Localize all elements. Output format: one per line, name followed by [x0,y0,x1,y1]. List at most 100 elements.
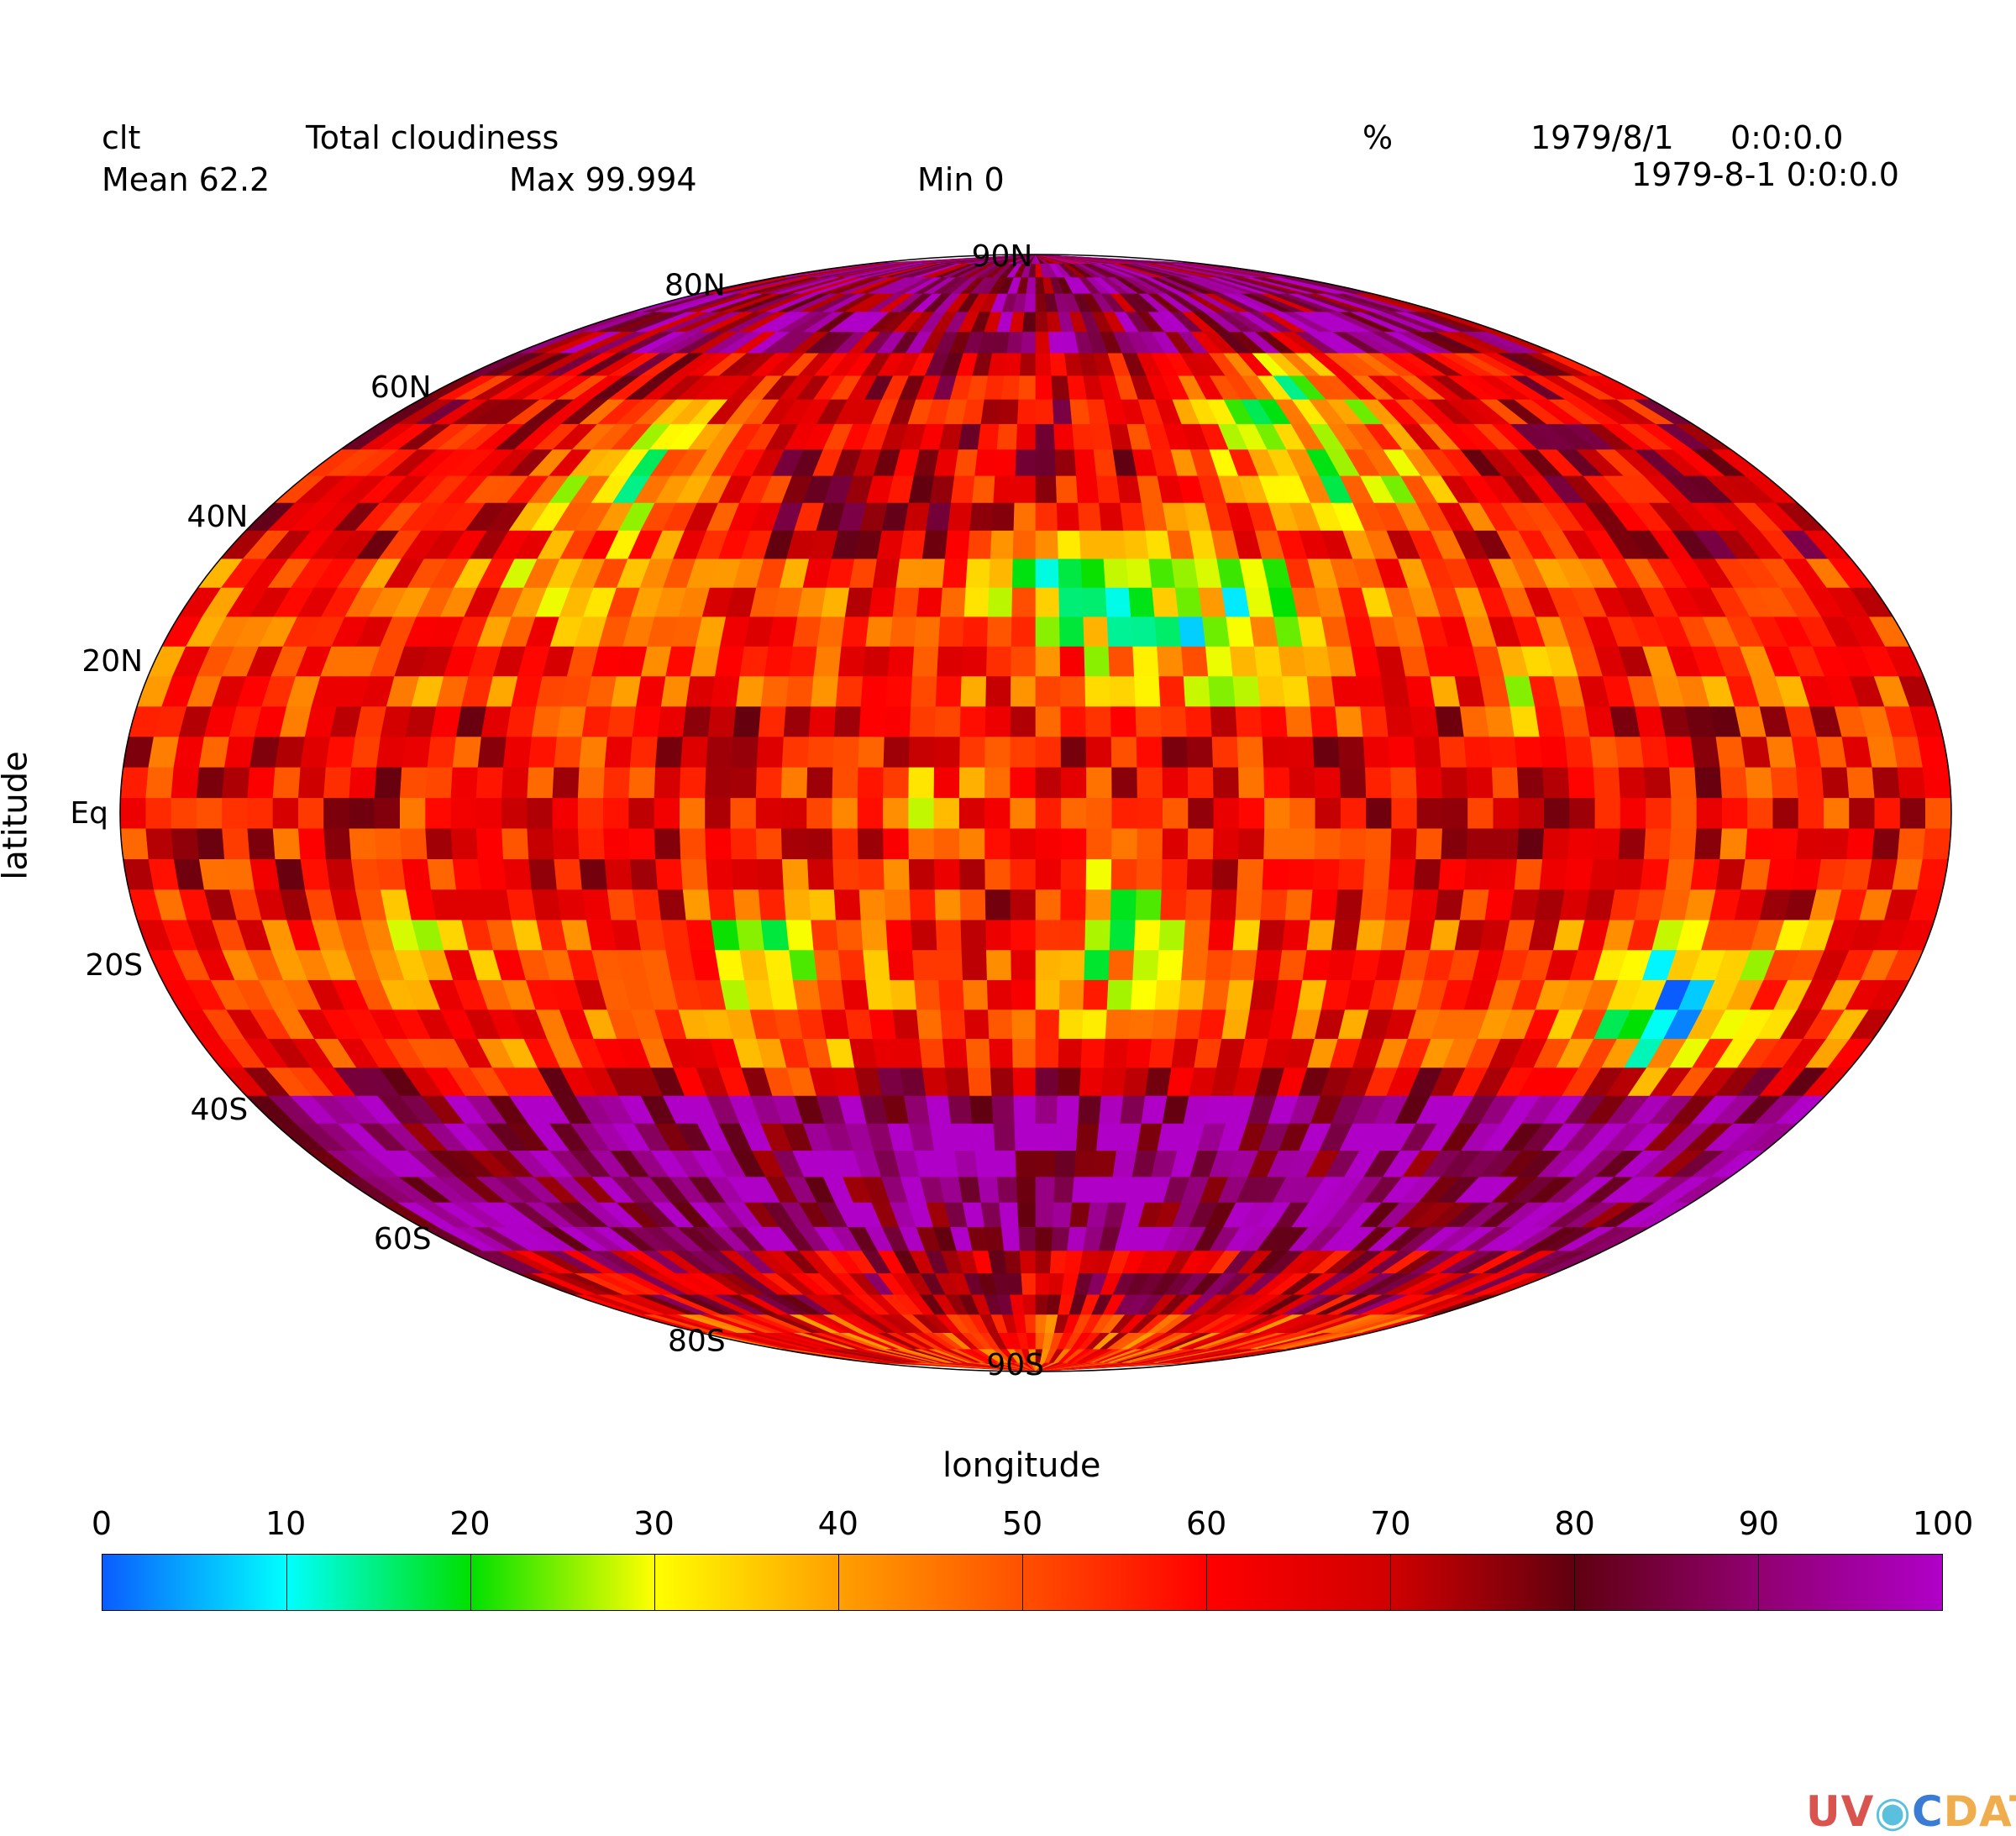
grid-cell [911,675,937,707]
grid-cell [967,530,993,559]
grid-cell [1035,352,1053,376]
grid-cell [1849,797,1876,829]
mollweide-map: 80N 60N 40N 20N Eq 20S 40S 60S 80S 90S 90N [70,239,1952,1382]
grid-cell [985,919,1011,951]
grid-cell [933,827,960,860]
grid-cell [1747,797,1773,829]
grid-cell [858,889,887,921]
grid-cell [1108,949,1135,980]
grid-cell [120,766,150,799]
grid-cell [655,736,684,768]
grid-cell [1109,675,1137,707]
colorbar-tick-label: 50 [1001,1505,1043,1542]
grid-cell [632,889,662,921]
grid-cell [706,736,734,768]
grid-cell [1035,646,1061,677]
grid-cell [1163,797,1189,829]
grid-cell [1509,706,1541,737]
grid-cell [1086,797,1113,829]
grid-cell [1083,979,1110,1010]
grid-cell [1198,587,1227,617]
grid-cell [1715,858,1746,890]
grid-cell [1593,766,1621,799]
grid-cell [679,797,706,829]
lat-tick-label: 20S [85,948,143,983]
grid-cell [1413,858,1442,890]
grid-cell [1171,558,1200,588]
variable-long-name: Total cloudiness [306,119,559,156]
grid-cell [399,766,428,799]
grid-cell [1302,949,1332,980]
grid-cell [1021,331,1037,354]
grid-cell [960,919,987,951]
grid-cell [780,827,808,860]
grid-cell [1384,889,1415,921]
grid-cell [1096,1123,1121,1151]
grid-cell [1488,858,1518,890]
grid-cell [1016,423,1037,450]
grid-cell [1618,827,1646,860]
grid-cell [1335,889,1364,921]
grid-cell [1018,1226,1037,1251]
grid-cell [247,827,276,860]
grid-cell [892,1009,920,1039]
grid-cell [1516,827,1545,860]
grid-cell [1466,827,1494,860]
grid-cell [807,736,835,768]
grid-cell [908,827,935,860]
grid-cell [604,858,633,890]
grid-cell [603,766,631,799]
grid-cell [985,646,1012,677]
grid-cell [1484,706,1515,737]
grid-cell [1010,706,1037,737]
grid-cell [756,736,785,768]
grid-cell [1235,889,1263,921]
grid-cell [895,1038,923,1068]
grid-cell [1110,889,1137,921]
grid-cell [872,1038,900,1068]
grid-cell [1016,1176,1037,1203]
grid-cell [833,706,862,737]
top-lat-label: 90N [972,239,1033,274]
grid-cell [480,706,512,737]
grid-cell [1491,827,1520,860]
grid-cell [1024,1314,1037,1333]
grid-cell [926,1095,952,1124]
grid-cell [1310,706,1339,737]
grid-cell [1435,889,1465,921]
grid-cell [1925,797,1951,829]
grid-cell [1791,736,1822,768]
grid-cell [1100,1067,1127,1096]
grid-cell [1339,766,1367,799]
grid-cell [402,736,432,768]
grid-cell [715,646,745,677]
grid-cell [1103,558,1130,588]
grid-cell [705,766,732,799]
grid-cell [1014,1123,1037,1151]
grid-cell [1158,675,1186,707]
grid-cell [1278,646,1308,677]
grid-cell [1011,616,1037,647]
grid-cell [554,858,583,890]
grid-cell [1110,736,1138,768]
grid-cell [1238,827,1265,860]
grid-cell [552,797,579,829]
grid-cell [890,616,917,647]
grid-cell [1289,766,1316,799]
grid-cell [1060,827,1087,860]
grid-cell [297,766,327,799]
grid-cell [1161,858,1189,890]
grid-cell [1897,766,1926,799]
grid-cell [995,1150,1017,1178]
grid-cell [249,736,281,768]
grid-cell [996,1176,1018,1203]
grid-cell [1110,858,1138,890]
colorbar-tick-label: 0 [91,1505,113,1542]
grid-cell [780,797,807,829]
grid-cell [1339,827,1367,860]
grid-cell [1126,1038,1152,1068]
grid-cell [731,736,759,768]
grid-cell [760,919,790,951]
grid-cell [1060,889,1087,921]
grid-cell [275,736,306,768]
